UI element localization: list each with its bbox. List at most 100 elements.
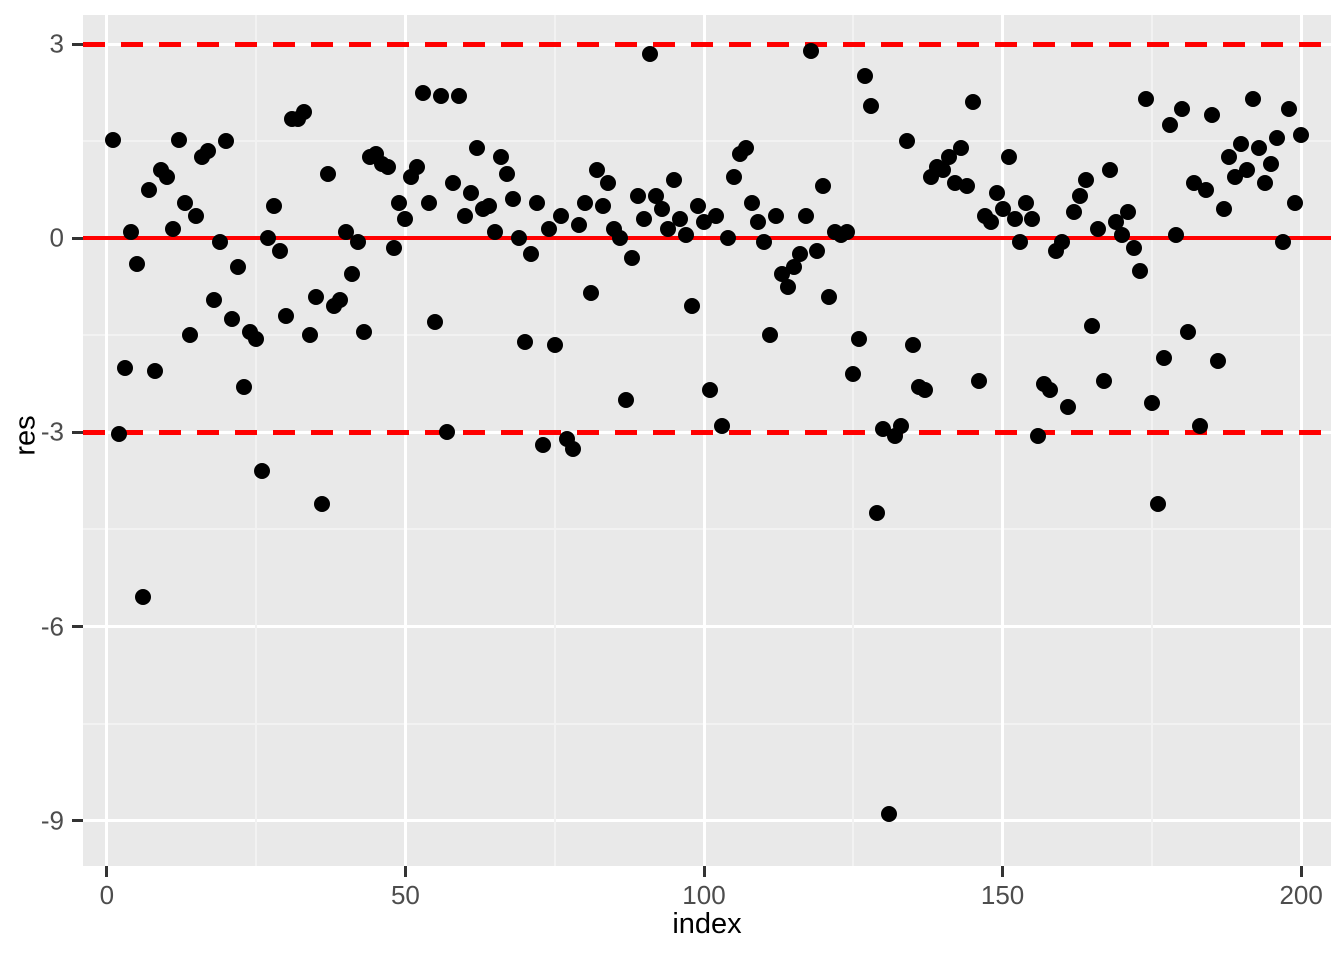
- data-point: [582, 285, 599, 302]
- data-point: [755, 233, 772, 250]
- data-point: [737, 139, 754, 156]
- x-axis-tick: [105, 866, 109, 877]
- data-point: [510, 230, 527, 247]
- data-point: [576, 194, 593, 211]
- data-point: [1173, 100, 1190, 117]
- data-point: [654, 201, 671, 218]
- gridline-horizontal-minor: [83, 140, 1331, 143]
- data-point: [1161, 117, 1178, 133]
- data-point: [612, 230, 629, 247]
- data-point: [785, 259, 802, 276]
- x-axis-tick-label: 0: [99, 880, 115, 910]
- data-point: [749, 214, 766, 231]
- data-point: [266, 197, 283, 214]
- gridline-vertical-major: [105, 15, 109, 866]
- data-point: [218, 133, 235, 150]
- data-point: [1149, 495, 1166, 512]
- data-point: [863, 97, 880, 114]
- data-point: [391, 194, 408, 211]
- data-point: [803, 42, 820, 59]
- data-point: [970, 372, 987, 389]
- data-point: [104, 131, 121, 148]
- data-point: [1215, 201, 1232, 218]
- data-point: [1102, 162, 1119, 179]
- data-point: [940, 149, 957, 166]
- data-point: [725, 168, 742, 185]
- data-point: [958, 178, 975, 195]
- data-point: [905, 337, 921, 354]
- data-point: [433, 87, 450, 104]
- data-point: [1167, 227, 1184, 244]
- gridline-horizontal-major: [83, 819, 1331, 823]
- data-point: [349, 233, 366, 250]
- gridline-vertical-major: [1299, 15, 1303, 866]
- data-point: [821, 288, 838, 305]
- data-point: [1269, 129, 1286, 146]
- data-point: [982, 214, 999, 231]
- data-point: [128, 256, 145, 273]
- gridline-vertical-minor: [852, 15, 855, 866]
- data-point: [427, 314, 444, 331]
- data-point: [881, 806, 898, 823]
- data-point: [355, 324, 372, 341]
- data-point: [546, 337, 563, 354]
- x-axis-tick: [1001, 866, 1005, 877]
- data-point: [1072, 188, 1089, 205]
- data-point: [588, 162, 605, 179]
- data-point: [1233, 136, 1250, 153]
- data-point: [206, 291, 223, 308]
- data-point: [1125, 239, 1142, 256]
- data-point: [528, 194, 545, 211]
- data-point: [481, 197, 498, 214]
- data-point: [1209, 353, 1226, 370]
- data-point: [463, 184, 480, 201]
- y-axis-tick-label: -3: [40, 416, 64, 447]
- data-point: [809, 243, 826, 260]
- data-point: [212, 233, 229, 250]
- data-point: [594, 197, 611, 214]
- data-point: [624, 249, 641, 266]
- data-point: [146, 362, 163, 379]
- data-point: [331, 291, 348, 308]
- data-point: [1114, 227, 1130, 244]
- data-point: [1191, 417, 1208, 434]
- gridline-vertical-major: [403, 15, 407, 866]
- data-point: [1197, 181, 1214, 198]
- data-point: [1018, 194, 1035, 211]
- y-axis-tick-label: -9: [40, 805, 64, 836]
- x-axis-tick: [702, 866, 706, 877]
- data-point: [1108, 214, 1125, 231]
- gridline-horizontal-minor: [83, 722, 1331, 725]
- plot-panel: [83, 15, 1331, 866]
- data-point: [319, 165, 336, 182]
- data-point: [1131, 262, 1148, 279]
- data-point: [952, 139, 969, 156]
- gridline-horizontal-minor: [83, 528, 1331, 531]
- data-point: [1000, 149, 1017, 166]
- data-point: [743, 194, 760, 211]
- gridline-horizontal-major: [83, 625, 1331, 629]
- data-point: [1054, 233, 1071, 250]
- data-point: [713, 417, 730, 434]
- y-axis-tick: [72, 42, 83, 46]
- data-point: [313, 495, 330, 512]
- data-point: [899, 133, 916, 150]
- data-point: [307, 288, 324, 305]
- data-point: [1155, 349, 1172, 366]
- data-point: [445, 175, 462, 192]
- data-point: [260, 230, 277, 247]
- data-point: [421, 194, 438, 211]
- data-point: [516, 333, 533, 350]
- data-point: [272, 243, 289, 260]
- data-point: [1263, 155, 1280, 172]
- data-point: [534, 437, 551, 454]
- data-point: [385, 239, 402, 256]
- data-point: [158, 168, 175, 185]
- data-point: [1042, 382, 1059, 399]
- data-point: [648, 188, 665, 205]
- data-point: [409, 159, 426, 176]
- data-point: [761, 327, 778, 344]
- data-point: [522, 246, 539, 263]
- data-point: [1221, 149, 1238, 166]
